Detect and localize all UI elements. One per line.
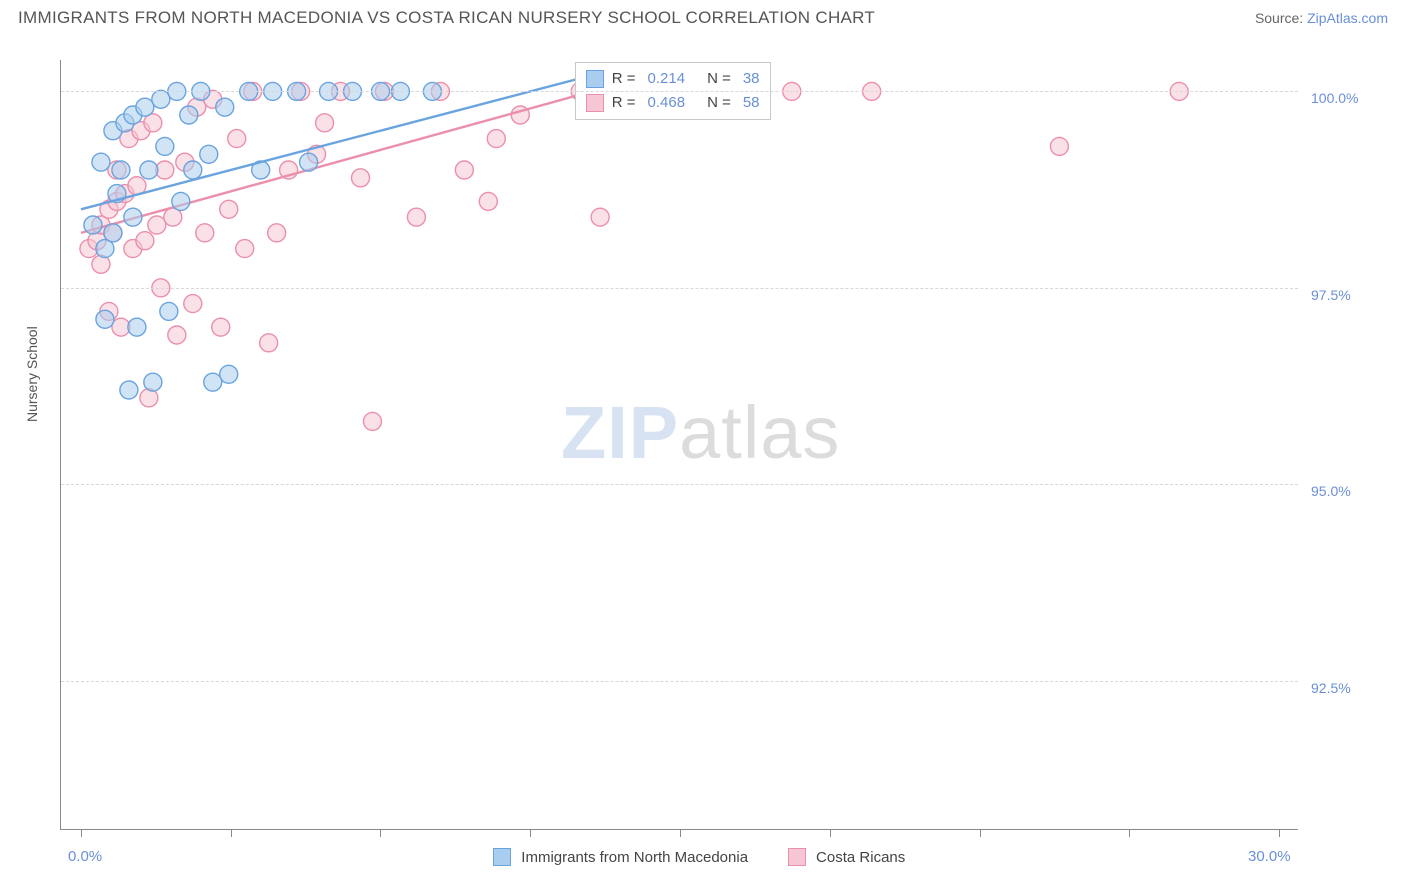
data-point bbox=[455, 161, 473, 179]
legend-row-b: R = 0.468 N = 58 bbox=[586, 91, 760, 115]
data-point bbox=[487, 130, 505, 148]
data-point bbox=[128, 318, 146, 336]
data-point bbox=[96, 310, 114, 328]
chart-container: Nursery School ZIPatlas R = 0.214 N = 38… bbox=[18, 42, 1388, 872]
data-point bbox=[236, 240, 254, 258]
gridline bbox=[61, 91, 1298, 92]
gridline bbox=[61, 484, 1298, 485]
x-axis-left-label: 0.0% bbox=[68, 848, 102, 865]
y-tick-label: 92.5% bbox=[1311, 680, 1351, 696]
data-point bbox=[260, 334, 278, 352]
legend-series: Immigrants from North Macedonia Costa Ri… bbox=[493, 848, 905, 866]
data-point bbox=[479, 192, 497, 210]
data-point bbox=[112, 161, 130, 179]
y-tick-label: 100.0% bbox=[1311, 90, 1358, 106]
x-tick bbox=[980, 829, 981, 837]
data-point bbox=[212, 318, 230, 336]
data-point bbox=[168, 326, 186, 344]
data-point bbox=[196, 224, 214, 242]
legend-label-b: Costa Ricans bbox=[816, 849, 905, 866]
data-point bbox=[220, 200, 238, 218]
data-point bbox=[591, 208, 609, 226]
source-label: Source: ZipAtlas.com bbox=[1255, 10, 1388, 26]
data-point bbox=[300, 153, 318, 171]
data-point bbox=[180, 106, 198, 124]
source-link[interactable]: ZipAtlas.com bbox=[1307, 10, 1388, 26]
data-point bbox=[184, 295, 202, 313]
scatter-svg bbox=[61, 60, 1299, 830]
data-point bbox=[84, 216, 102, 234]
data-point bbox=[316, 114, 334, 132]
x-tick bbox=[1129, 829, 1130, 837]
data-point bbox=[216, 98, 234, 116]
y-tick-label: 97.5% bbox=[1311, 287, 1351, 303]
data-point bbox=[1050, 137, 1068, 155]
data-point bbox=[184, 161, 202, 179]
legend-label-a: Immigrants from North Macedonia bbox=[521, 849, 748, 866]
data-point bbox=[148, 216, 166, 234]
data-point bbox=[136, 232, 154, 250]
data-point bbox=[120, 381, 138, 399]
data-point bbox=[156, 137, 174, 155]
plot-area: ZIPatlas R = 0.214 N = 38 R = 0.468 N = … bbox=[60, 60, 1298, 830]
x-tick bbox=[231, 829, 232, 837]
gridline bbox=[61, 288, 1298, 289]
y-axis-title: Nursery School bbox=[24, 326, 40, 422]
x-tick bbox=[830, 829, 831, 837]
data-point bbox=[172, 192, 190, 210]
data-point bbox=[124, 208, 142, 226]
data-point bbox=[363, 412, 381, 430]
data-point bbox=[160, 302, 178, 320]
data-point bbox=[104, 224, 122, 242]
legend-swatch-b2 bbox=[788, 848, 806, 866]
data-point bbox=[140, 161, 158, 179]
x-tick bbox=[530, 829, 531, 837]
x-axis-right-label: 30.0% bbox=[1248, 848, 1291, 865]
data-point bbox=[144, 373, 162, 391]
data-point bbox=[268, 224, 286, 242]
data-point bbox=[200, 145, 218, 163]
data-point bbox=[407, 208, 425, 226]
x-tick bbox=[380, 829, 381, 837]
data-point bbox=[352, 169, 370, 187]
data-point bbox=[204, 373, 222, 391]
data-point bbox=[220, 365, 238, 383]
legend-row-a: R = 0.214 N = 38 bbox=[586, 67, 760, 91]
x-tick bbox=[1279, 829, 1280, 837]
x-tick bbox=[680, 829, 681, 837]
x-tick bbox=[81, 829, 82, 837]
y-tick-label: 95.0% bbox=[1311, 483, 1351, 499]
chart-title: IMMIGRANTS FROM NORTH MACEDONIA VS COSTA… bbox=[18, 8, 875, 28]
data-point bbox=[228, 130, 246, 148]
gridline bbox=[61, 681, 1298, 682]
legend-swatch-b bbox=[586, 94, 604, 112]
data-point bbox=[152, 90, 170, 108]
data-point bbox=[92, 153, 110, 171]
legend-swatch-a bbox=[586, 70, 604, 88]
legend-swatch-a2 bbox=[493, 848, 511, 866]
data-point bbox=[136, 98, 154, 116]
